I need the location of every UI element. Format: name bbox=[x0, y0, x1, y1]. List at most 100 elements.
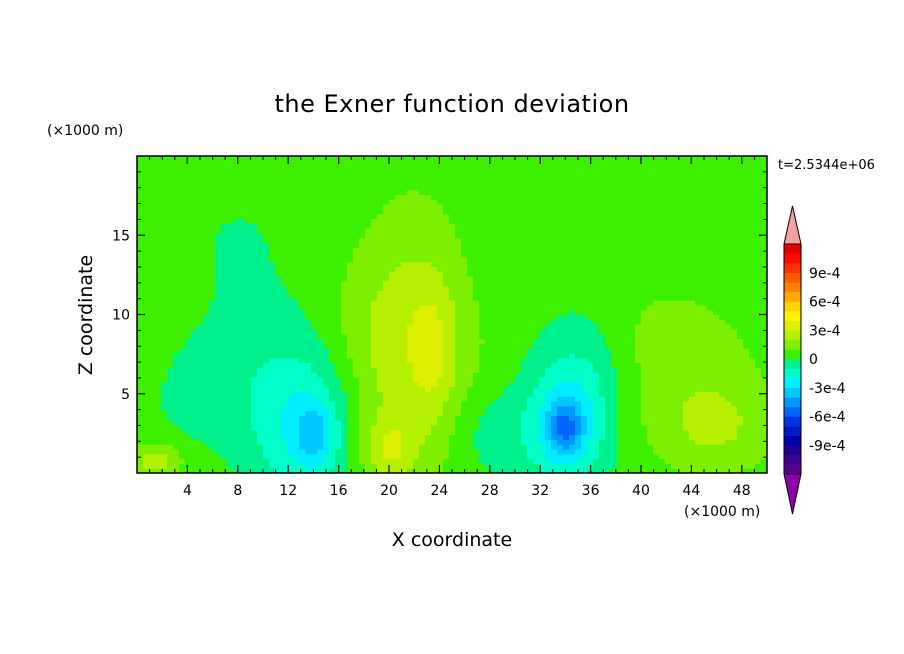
field-cell bbox=[389, 338, 396, 344]
field-cell bbox=[509, 448, 516, 455]
field-cell bbox=[713, 415, 720, 421]
field-cell bbox=[749, 333, 756, 340]
field-cell bbox=[533, 328, 540, 335]
field-cell bbox=[185, 444, 192, 450]
field-cell bbox=[617, 396, 624, 402]
field-cell bbox=[221, 420, 228, 426]
field-cell bbox=[731, 405, 738, 412]
field-cell bbox=[311, 256, 318, 263]
field-cell bbox=[323, 376, 330, 383]
field-cell bbox=[395, 271, 402, 277]
field-cell bbox=[311, 276, 318, 282]
field-cell bbox=[569, 328, 576, 335]
field-cell bbox=[161, 290, 168, 296]
field-cell bbox=[545, 400, 552, 407]
field-cell bbox=[593, 276, 600, 282]
field-cell bbox=[683, 453, 690, 460]
field-cell bbox=[251, 295, 258, 301]
field-cell bbox=[269, 405, 276, 412]
field-cell bbox=[443, 453, 450, 460]
field-cell bbox=[299, 266, 306, 272]
field-cell bbox=[587, 324, 594, 330]
field-cell bbox=[731, 319, 738, 325]
field-cell bbox=[719, 372, 726, 378]
field-cell bbox=[299, 386, 306, 392]
field-cell bbox=[227, 343, 234, 349]
field-cell bbox=[395, 280, 402, 287]
field-cell bbox=[485, 261, 492, 268]
field-cell bbox=[731, 424, 738, 431]
field-cell bbox=[755, 352, 762, 359]
field-cell bbox=[515, 468, 522, 473]
field-cell bbox=[725, 261, 732, 268]
field-cell bbox=[167, 376, 174, 383]
field-cell bbox=[575, 429, 582, 436]
field-cell bbox=[599, 309, 606, 316]
field-cell bbox=[413, 391, 420, 397]
field-cell bbox=[683, 468, 690, 473]
field-cell bbox=[245, 429, 252, 436]
field-cell bbox=[137, 242, 144, 248]
field-cell bbox=[167, 271, 174, 277]
field-cell bbox=[695, 295, 702, 301]
field-cell bbox=[689, 400, 696, 407]
field-cell bbox=[689, 314, 696, 320]
field-cell bbox=[647, 434, 654, 440]
field-cell bbox=[161, 295, 168, 301]
field-cell bbox=[407, 381, 414, 388]
field-cell bbox=[551, 333, 558, 340]
field-cell bbox=[359, 247, 366, 253]
field-cell bbox=[407, 458, 414, 464]
field-cell bbox=[527, 391, 534, 397]
field-cell bbox=[437, 444, 444, 450]
field-cell bbox=[533, 285, 540, 292]
field-cell bbox=[491, 304, 498, 311]
field-cell bbox=[287, 396, 294, 402]
field-cell bbox=[383, 391, 390, 397]
field-cell bbox=[611, 405, 618, 412]
field-cell bbox=[731, 252, 738, 258]
field-cell bbox=[407, 242, 414, 248]
field-cell bbox=[239, 420, 246, 426]
field-cell bbox=[593, 266, 600, 272]
field-cell bbox=[311, 439, 318, 445]
field-cell bbox=[521, 391, 528, 397]
field-cell bbox=[497, 304, 504, 311]
field-cell bbox=[251, 405, 258, 412]
field-cell bbox=[209, 261, 216, 268]
field-cell bbox=[335, 276, 342, 282]
field-cell bbox=[299, 468, 306, 473]
field-cell bbox=[221, 434, 228, 440]
field-cell bbox=[449, 333, 456, 340]
field-cell bbox=[707, 448, 714, 455]
field-cell bbox=[209, 280, 216, 287]
field-cell bbox=[353, 343, 360, 349]
field-cell bbox=[353, 266, 360, 272]
field-cell bbox=[335, 444, 342, 450]
field-cell bbox=[587, 415, 594, 421]
field-cell bbox=[353, 276, 360, 282]
field-cell bbox=[323, 314, 330, 320]
field-cell bbox=[203, 357, 210, 364]
field-cell bbox=[473, 405, 480, 412]
field-cell bbox=[557, 343, 564, 349]
field-cell bbox=[509, 333, 516, 340]
field-cell bbox=[653, 357, 660, 364]
field-cell bbox=[437, 463, 444, 469]
field-cell bbox=[155, 424, 162, 431]
field-cell bbox=[569, 300, 576, 306]
field-cell bbox=[203, 295, 210, 301]
field-cell bbox=[419, 424, 426, 431]
field-cell bbox=[503, 429, 510, 436]
field-cell bbox=[671, 252, 678, 258]
field-cell bbox=[707, 324, 714, 330]
field-cell bbox=[143, 348, 150, 354]
field-cell bbox=[317, 285, 324, 292]
field-cell bbox=[491, 439, 498, 445]
field-cell bbox=[323, 295, 330, 301]
field-cell bbox=[173, 410, 180, 416]
field-cell bbox=[605, 439, 612, 445]
field-cell bbox=[647, 424, 654, 431]
field-cell bbox=[737, 333, 744, 340]
field-cell bbox=[659, 280, 666, 287]
